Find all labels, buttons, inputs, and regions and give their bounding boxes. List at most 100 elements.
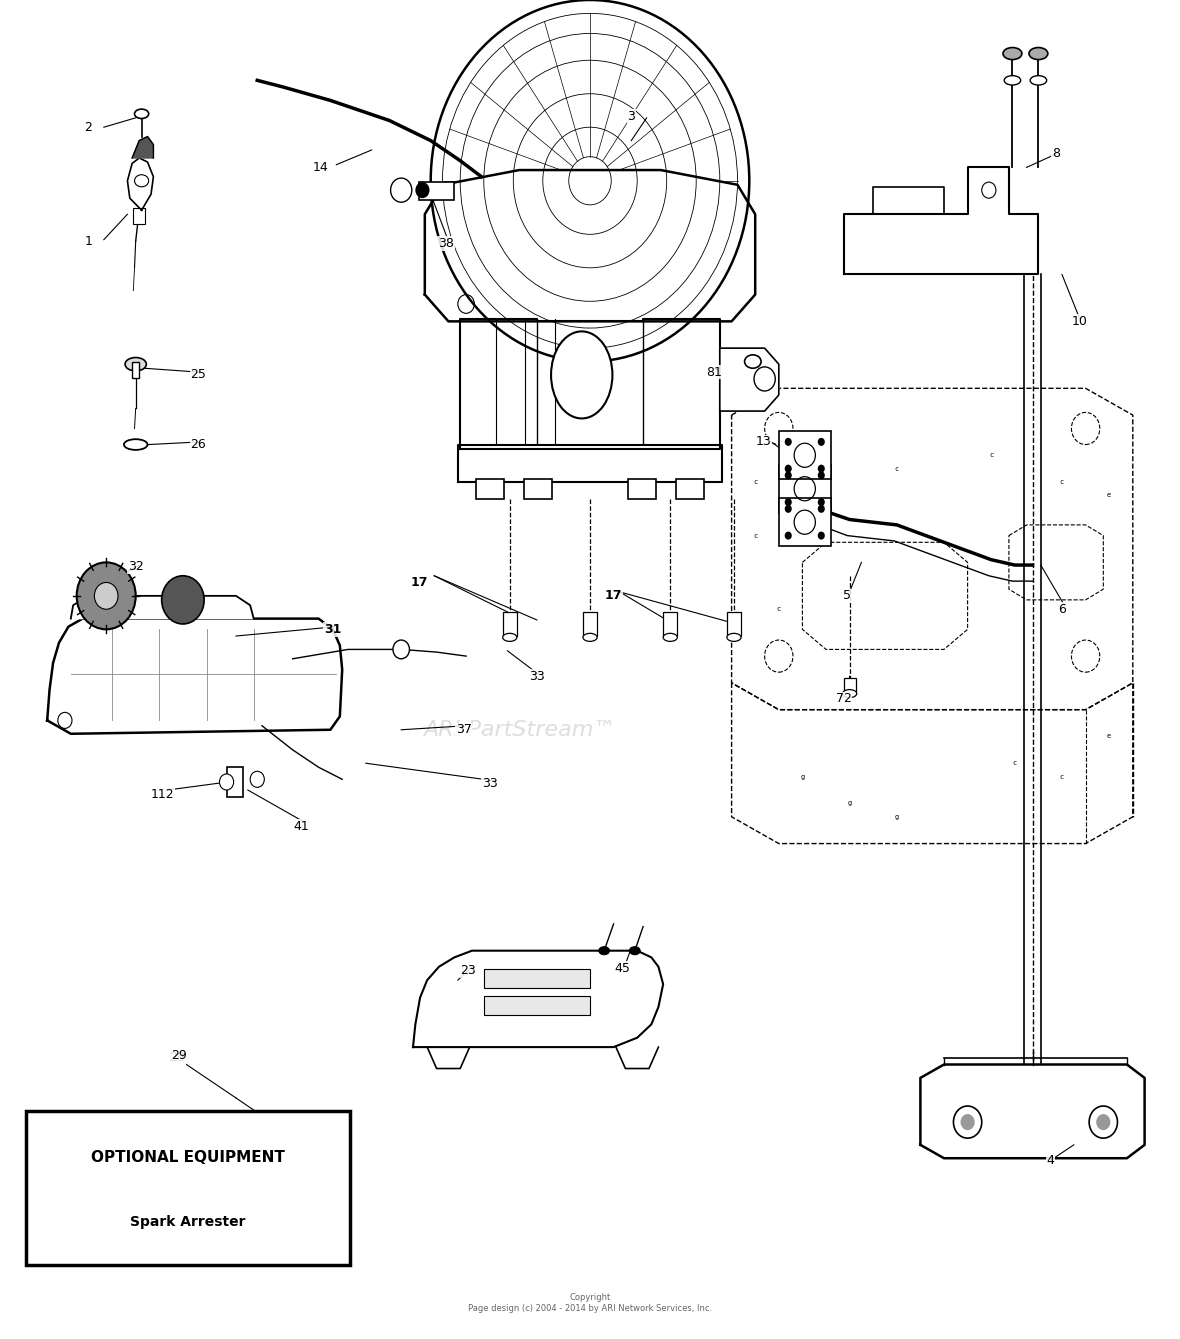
Circle shape [162,576,204,624]
Text: c: c [776,607,781,612]
Bar [727,612,741,636]
Ellipse shape [1029,47,1048,59]
Polygon shape [132,137,153,158]
Ellipse shape [1003,47,1022,59]
Text: c: c [753,479,758,485]
Ellipse shape [745,355,761,368]
Text: 37: 37 [455,723,472,736]
Text: 6: 6 [1058,603,1066,616]
Ellipse shape [663,633,677,641]
Bar [419,182,454,200]
Bar [663,612,677,636]
Text: Copyright
Page design (c) 2004 - 2014 by ARI Network Services, Inc.: Copyright Page design (c) 2004 - 2014 by… [468,1293,712,1312]
Circle shape [818,505,825,513]
Text: 10: 10 [1071,315,1088,328]
Circle shape [785,532,792,540]
Text: 81: 81 [706,366,722,379]
Bar [484,996,590,1015]
Bar [676,479,704,499]
Bar [779,465,831,513]
Text: 33: 33 [529,670,545,683]
Text: c: c [824,453,828,458]
Text: 14: 14 [313,161,329,174]
Circle shape [953,1106,982,1138]
Circle shape [785,471,792,479]
Text: 1: 1 [85,234,92,248]
Circle shape [415,182,430,198]
Text: 17: 17 [411,576,427,589]
Bar [779,431,831,479]
Text: 5: 5 [844,589,851,603]
Text: c: c [989,453,994,458]
Circle shape [250,771,264,787]
Text: ARI PartStream™: ARI PartStream™ [422,720,616,739]
Text: g: g [894,814,899,819]
Text: 23: 23 [460,964,477,977]
Text: 32: 32 [127,560,144,573]
Polygon shape [460,319,720,449]
Text: 33: 33 [481,777,498,790]
Circle shape [785,438,792,446]
Polygon shape [425,170,755,321]
Bar [133,208,145,224]
Polygon shape [458,445,722,482]
Ellipse shape [598,947,609,955]
Bar [524,479,552,499]
Ellipse shape [843,690,857,698]
Bar [227,767,243,797]
Text: g: g [847,801,852,806]
Circle shape [785,505,792,513]
Text: 2: 2 [85,121,92,134]
Bar [503,612,517,636]
Circle shape [982,182,996,198]
Ellipse shape [124,439,148,450]
Text: 25: 25 [190,368,206,382]
Circle shape [94,582,118,609]
Circle shape [818,532,825,540]
Bar [628,479,656,499]
Polygon shape [413,951,663,1047]
Text: 26: 26 [190,438,206,451]
Ellipse shape [630,947,640,955]
Text: c: c [753,533,758,538]
Text: e: e [1107,493,1112,498]
Text: 31: 31 [324,623,341,636]
Ellipse shape [503,633,517,641]
Ellipse shape [135,108,149,119]
Circle shape [818,498,825,506]
Polygon shape [920,1065,1145,1158]
Text: 72: 72 [835,692,852,706]
Circle shape [818,465,825,473]
Text: c: c [1060,479,1064,485]
Ellipse shape [1004,75,1021,86]
Text: 17: 17 [605,589,622,603]
Text: e: e [1107,734,1112,739]
Ellipse shape [1030,75,1047,86]
Circle shape [818,438,825,446]
Bar [844,678,856,694]
Bar [26,1111,350,1265]
Text: 13: 13 [755,435,772,449]
Bar [476,479,504,499]
Bar [132,362,139,378]
Text: c: c [1060,774,1064,779]
Text: c: c [894,466,899,471]
Circle shape [785,498,792,506]
Bar [779,498,831,546]
Circle shape [77,562,136,629]
Text: 29: 29 [171,1048,188,1062]
Text: OPTIONAL EQUIPMENT: OPTIONAL EQUIPMENT [91,1150,286,1165]
Circle shape [219,774,234,790]
Circle shape [785,465,792,473]
Polygon shape [47,619,342,734]
Text: 41: 41 [293,819,309,833]
Text: 3: 3 [628,110,635,123]
Circle shape [1096,1114,1110,1130]
Ellipse shape [727,633,741,641]
Text: 4: 4 [1047,1154,1054,1168]
Text: 45: 45 [614,961,630,975]
Polygon shape [127,158,153,210]
Text: 29: 29 [169,1051,185,1065]
Bar [484,969,590,988]
Bar [583,612,597,636]
